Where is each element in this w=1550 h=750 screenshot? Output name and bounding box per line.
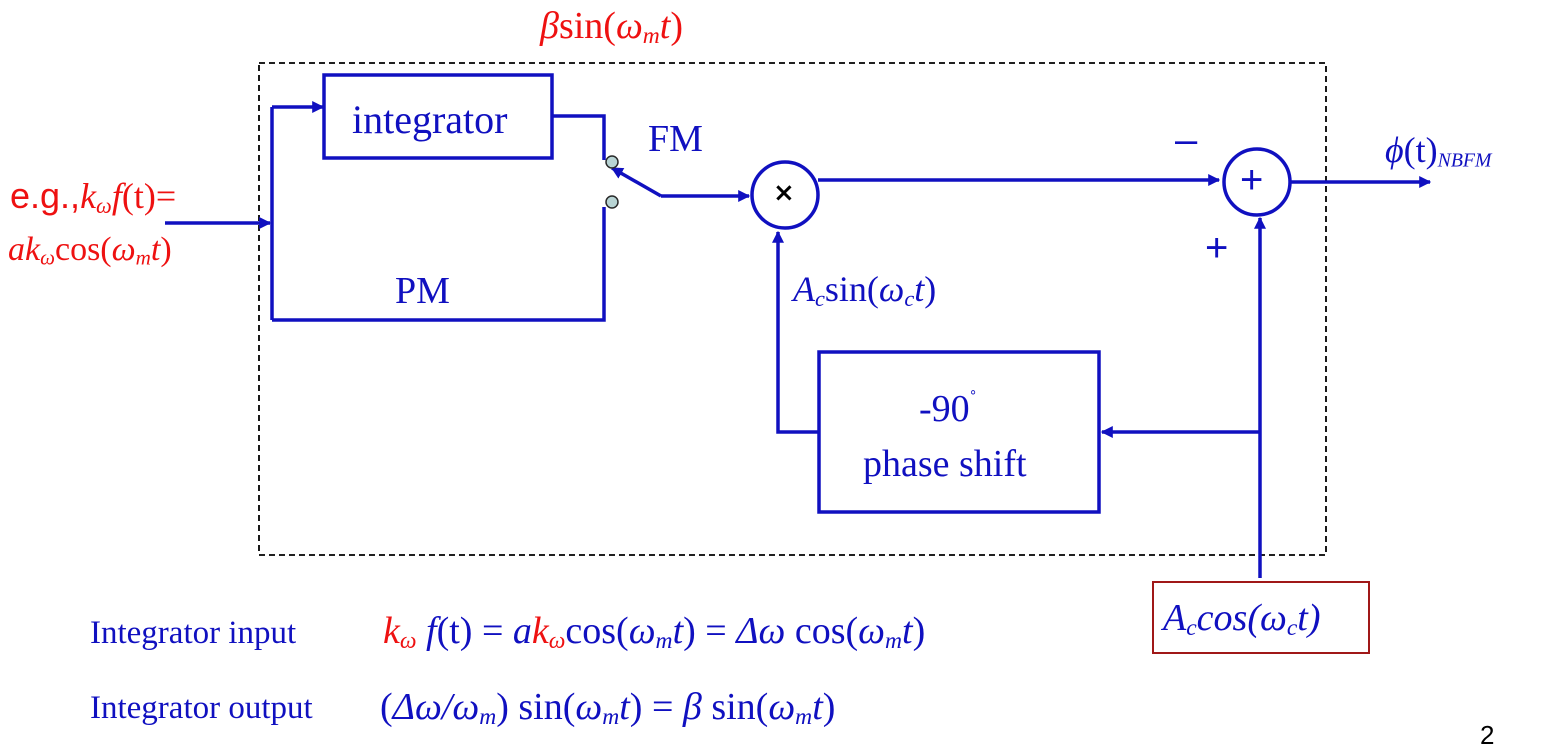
integrator-output-label: βsin(ωmt) bbox=[540, 5, 684, 50]
page-number: 2 bbox=[1480, 720, 1495, 750]
plus-sign: + bbox=[1205, 226, 1229, 270]
fm-label: FM bbox=[648, 118, 703, 160]
phase-shift-degrees: -90˚ bbox=[919, 386, 977, 430]
pm-label: PM bbox=[395, 270, 450, 312]
pm-contact bbox=[605, 195, 619, 209]
integrator-input-caption: Integrator input bbox=[90, 615, 297, 651]
multiply-symbol: × bbox=[773, 178, 795, 208]
sum-symbol: + bbox=[1240, 158, 1264, 202]
phase-shift-output-line bbox=[772, 230, 819, 434]
integrator-output-line bbox=[552, 114, 606, 160]
input-label-line1: e.g.,kωf(t)= bbox=[10, 175, 177, 218]
integrator-input-equation: kω f(t) = akωcos(ωmt) = Δω cos(ωmt) bbox=[383, 610, 926, 655]
switch-arm bbox=[610, 166, 662, 198]
carrier-source-box bbox=[1152, 581, 1370, 654]
phase-shift-label: phase shift bbox=[863, 443, 1027, 485]
beta-symbol: β bbox=[540, 5, 559, 47]
modulator-boundary bbox=[258, 62, 1327, 556]
minus-sign: – bbox=[1175, 118, 1198, 162]
carrier-cos-label: Accos(ωct) bbox=[1163, 597, 1321, 642]
phase-shift-block bbox=[817, 350, 1101, 514]
fm-contact bbox=[605, 155, 619, 169]
integrator-output-caption: Integrator output bbox=[90, 690, 313, 726]
integrator-output-equation: (Δω/ωm) sin(ωmt) = β sin(ωmt) bbox=[380, 686, 836, 731]
integrator-label: integrator bbox=[352, 97, 508, 142]
pm-path-line bbox=[272, 207, 606, 322]
carrier-sin-label: Acsin(ωct) bbox=[793, 269, 937, 311]
multiplier-node bbox=[750, 160, 820, 230]
output-label: ϕ(t)NBFM bbox=[1385, 130, 1492, 172]
input-label-line2: akωcos(ωmt) bbox=[8, 231, 172, 270]
